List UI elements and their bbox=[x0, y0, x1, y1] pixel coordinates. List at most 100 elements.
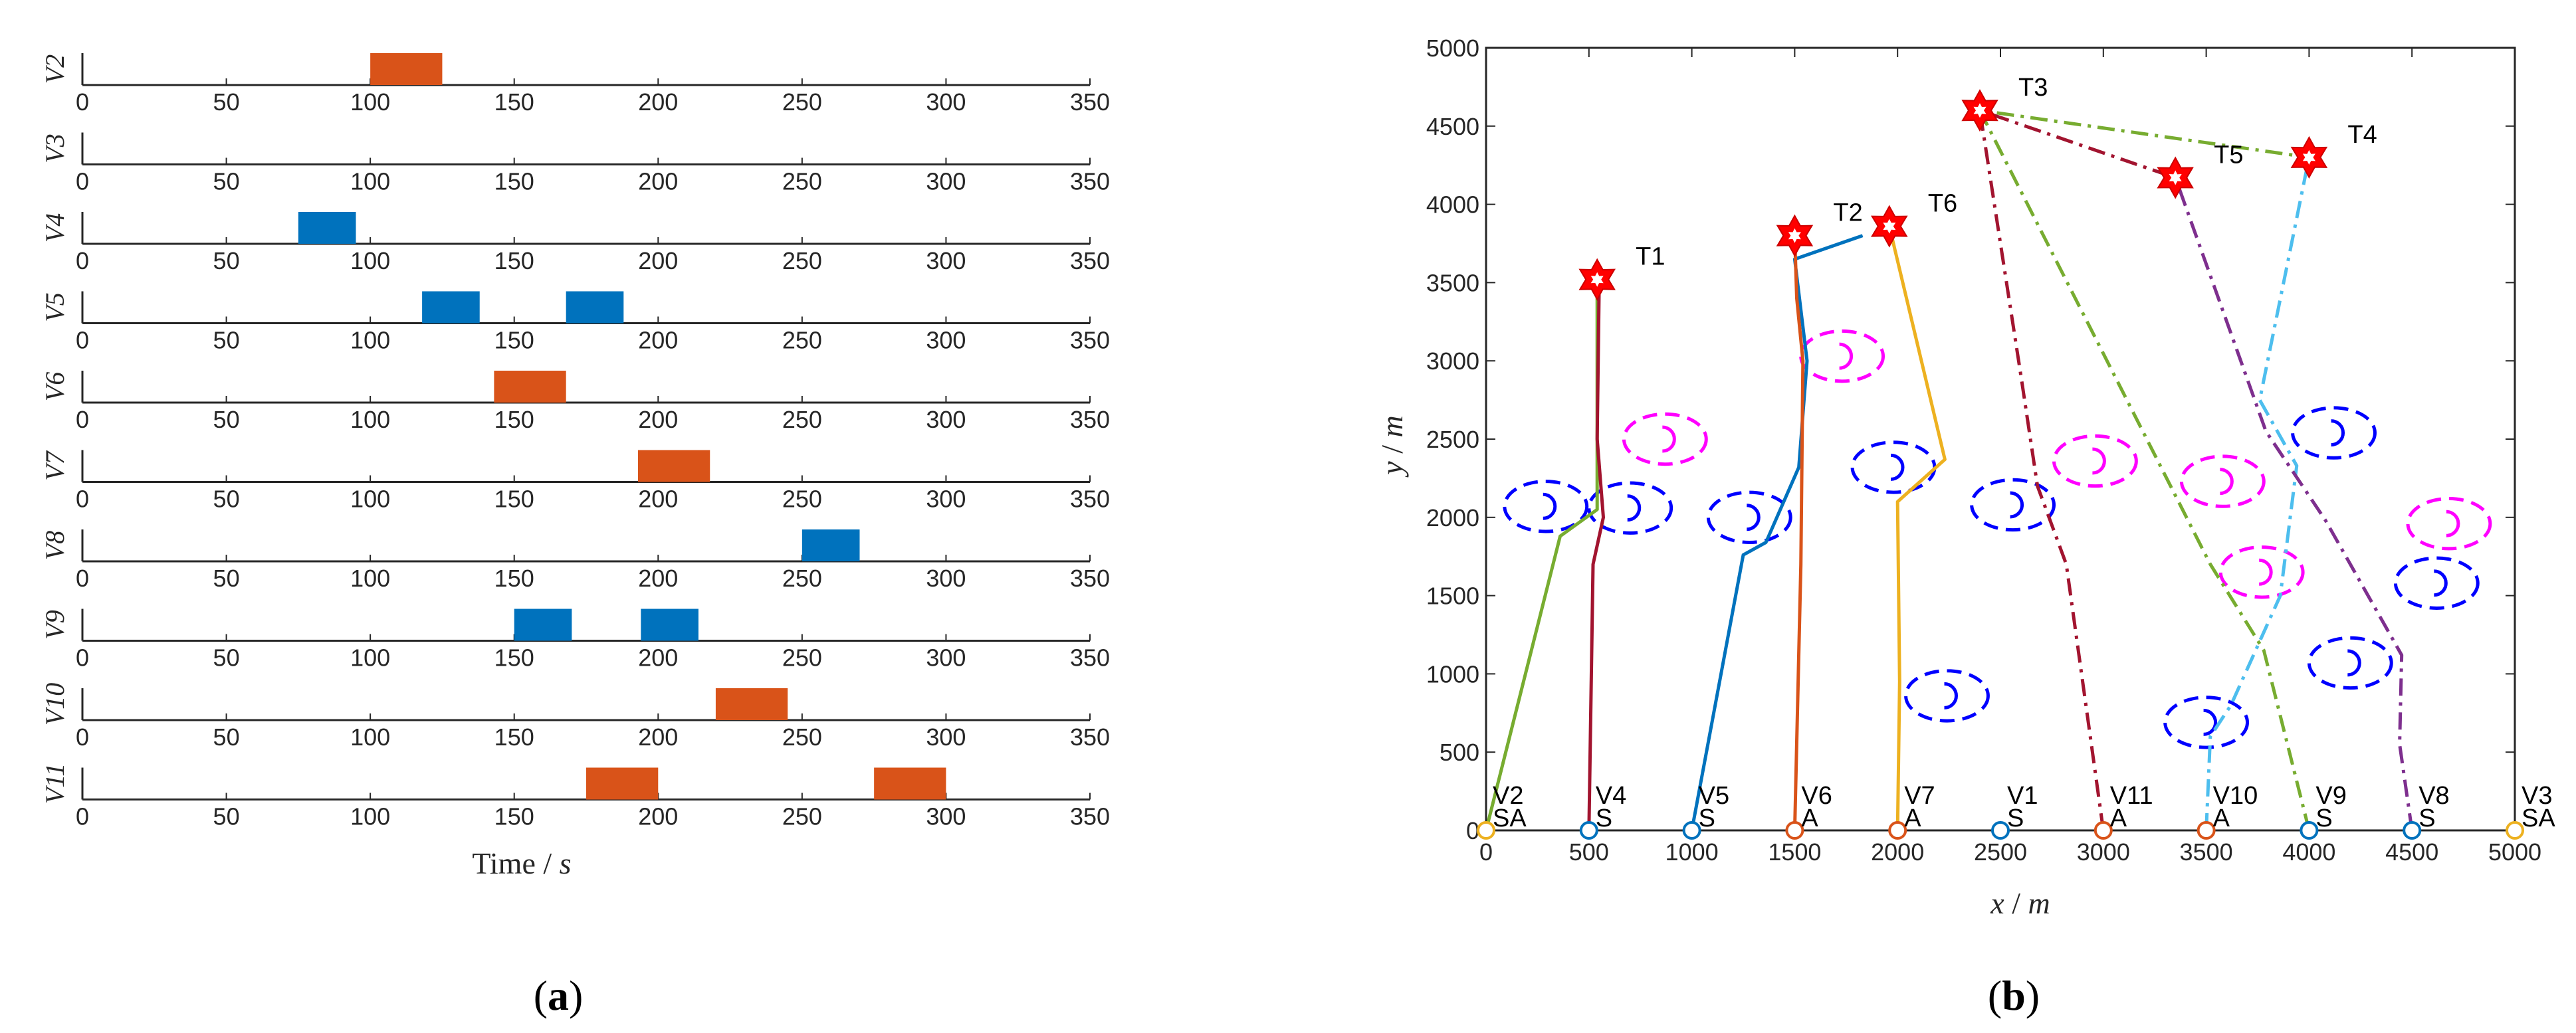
threat-zone bbox=[2307, 636, 2393, 690]
threat-inner-ring bbox=[2092, 447, 2106, 475]
vehicle-path bbox=[1484, 279, 1599, 831]
vehicle-name-label: V2 bbox=[1493, 782, 1523, 810]
vehicle-path bbox=[1978, 108, 2311, 831]
x-tick-label: 150 bbox=[494, 803, 534, 830]
y-tick-label: 5000 bbox=[1426, 35, 1479, 62]
row-label: V3 bbox=[40, 134, 70, 163]
x-tick-label: 0 bbox=[76, 327, 89, 354]
x-tick-label: 0 bbox=[76, 723, 89, 751]
y-tick-label: 1000 bbox=[1426, 660, 1479, 688]
vehicle-start-marker bbox=[1579, 821, 1598, 840]
task-bar bbox=[298, 212, 356, 244]
x-tick-label: 150 bbox=[494, 247, 534, 274]
x-tick-label: 150 bbox=[494, 88, 534, 116]
x-tick-label: 2500 bbox=[1974, 838, 2027, 866]
row-label: V9 bbox=[40, 610, 70, 639]
y-tick-label: 4500 bbox=[1426, 113, 1479, 140]
task-bar bbox=[514, 609, 572, 641]
vehicle-name-label: V8 bbox=[2418, 782, 2449, 810]
row-label: V8 bbox=[40, 531, 70, 560]
timeline-row: 0 50 100 150 200 250 300 350 V2 bbox=[40, 53, 1110, 116]
x-tick-label: 300 bbox=[926, 247, 966, 274]
vehicle-path bbox=[1587, 279, 1605, 831]
threat-inner-ring bbox=[2446, 510, 2460, 537]
trajectory-ylabel-unit: m bbox=[1375, 415, 1409, 437]
threat-inner-ring bbox=[2258, 558, 2273, 586]
x-tick-label: 200 bbox=[638, 406, 678, 433]
x-tick-label: 5000 bbox=[2488, 838, 2541, 866]
threat-outer-ring bbox=[2307, 636, 2393, 690]
x-tick-label: 250 bbox=[782, 168, 822, 195]
threat-inner-ring bbox=[2010, 491, 2024, 519]
x-tick-label: 200 bbox=[638, 247, 678, 274]
x-tick-label: 0 bbox=[76, 486, 89, 513]
x-tick-label: 4000 bbox=[2282, 838, 2335, 866]
vehicle-marker: V1S bbox=[1991, 782, 2038, 840]
x-tick-label: 150 bbox=[494, 723, 534, 751]
x-tick-label: 250 bbox=[782, 644, 822, 672]
x-tick-label: 50 bbox=[213, 486, 240, 513]
x-tick-label: 350 bbox=[1070, 565, 1110, 592]
trajectory-panel: 0 500 1000 1500 2000 2500 3000 3500 4000 4500 5000… bbox=[1426, 35, 2555, 866]
x-tick-label: 300 bbox=[926, 723, 966, 751]
x-tick-label: 350 bbox=[1070, 486, 1110, 513]
vehicle-start-marker bbox=[1682, 821, 1701, 840]
vehicle-marker: V9S bbox=[2300, 782, 2347, 840]
vehicle-marker: V7A bbox=[1888, 782, 1935, 840]
threat-zone bbox=[2218, 545, 2305, 599]
vehicle-type-label: A bbox=[2213, 804, 2230, 832]
target-label: T1 bbox=[1636, 243, 1665, 271]
threat-outer-ring bbox=[1706, 490, 1792, 544]
x-tick-label: 100 bbox=[350, 644, 390, 672]
threat-outer-ring bbox=[1970, 478, 2056, 532]
x-tick-label: 100 bbox=[350, 247, 390, 274]
threat-zone bbox=[1799, 329, 1885, 383]
x-tick-label: 300 bbox=[926, 406, 966, 433]
x-tick-label: 250 bbox=[782, 247, 822, 274]
y-tick-label: 0 bbox=[1466, 817, 1479, 844]
x-tick-label: 1500 bbox=[1768, 838, 1821, 866]
x-tick-label: 100 bbox=[350, 803, 390, 830]
row-label: V10 bbox=[40, 683, 70, 725]
x-tick-label: 0 bbox=[76, 644, 89, 672]
vehicle-start-marker bbox=[1477, 821, 1495, 840]
vehicle-start-marker bbox=[2403, 821, 2422, 840]
row-label: V4 bbox=[40, 213, 70, 242]
task-bar bbox=[566, 291, 624, 324]
x-tick-label: 0 bbox=[76, 565, 89, 592]
x-tick-label: 100 bbox=[350, 486, 390, 513]
x-tick-label: 50 bbox=[213, 644, 240, 672]
vehicle-name-label: V3 bbox=[2522, 782, 2552, 810]
vehicle-path bbox=[2173, 177, 2414, 831]
x-tick-label: 50 bbox=[213, 723, 240, 751]
threat-outer-ring bbox=[2163, 696, 2250, 749]
x-tick-label: 300 bbox=[926, 327, 966, 354]
target-marker: T6 bbox=[1871, 190, 1957, 248]
y-tick-label: 3000 bbox=[1426, 347, 1479, 375]
x-tick-label: 150 bbox=[494, 486, 534, 513]
threat-outer-ring bbox=[1850, 440, 1937, 494]
x-tick-label: 250 bbox=[782, 88, 822, 116]
threat-inner-ring bbox=[1890, 453, 1905, 481]
x-tick-label: 50 bbox=[213, 803, 240, 830]
x-tick-label: 250 bbox=[782, 723, 822, 751]
x-tick-label: 100 bbox=[350, 565, 390, 592]
threat-inner-ring bbox=[1662, 425, 1676, 453]
threat-zone bbox=[2291, 406, 2377, 460]
vehicle-marker: V6A bbox=[1785, 782, 1832, 840]
timeline-row: 0 50 100 150 200 250 300 350 V9 bbox=[40, 609, 1110, 672]
vehicle-name-label: V7 bbox=[1904, 782, 1935, 810]
timeline-row: 0 50 100 150 200 250 300 350 V10 bbox=[40, 683, 1110, 751]
x-tick-label: 200 bbox=[638, 486, 678, 513]
x-tick-label: 150 bbox=[494, 327, 534, 354]
x-tick-label: 350 bbox=[1070, 644, 1110, 672]
trajectory-xlabel: x / m bbox=[1990, 886, 2050, 920]
threat-outer-ring bbox=[1799, 329, 1885, 383]
x-tick-label: 250 bbox=[782, 406, 822, 433]
threat-outer-ring bbox=[2052, 434, 2138, 488]
vehicle-start-marker bbox=[2197, 821, 2216, 840]
threat-inner-ring bbox=[2331, 419, 2345, 447]
